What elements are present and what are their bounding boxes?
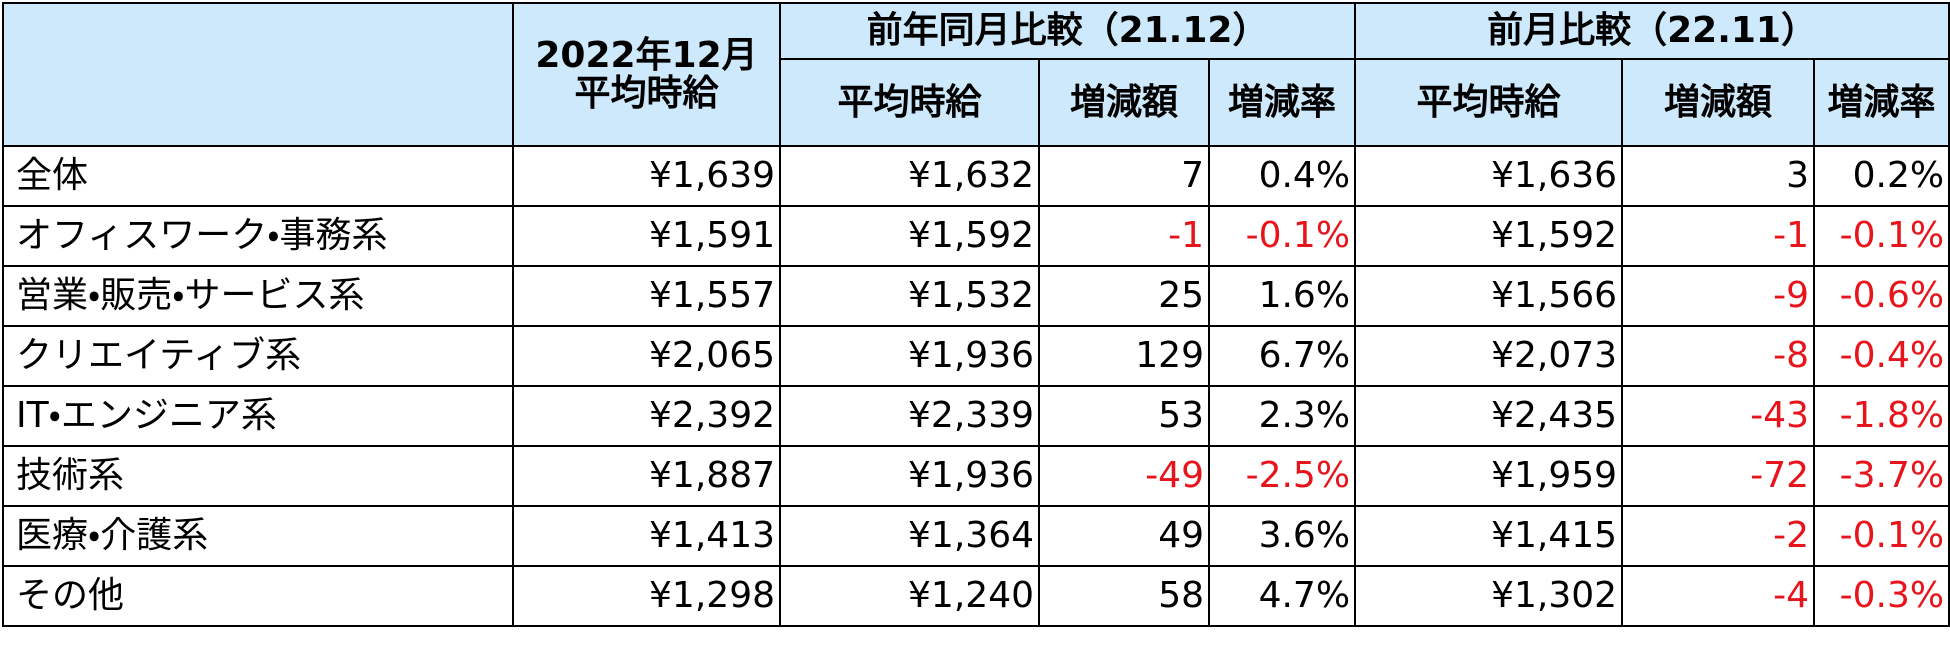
row-label: IT・エンジニア系 [2, 385, 514, 447]
table-header: 2022年12月 平均時給 前年同月比較（21.12） 前月比較（22.11） 平… [2, 2, 1950, 147]
header-cell: 2022年12月 平均時給 [512, 2, 781, 147]
value-cell: ¥1,592 [1354, 205, 1624, 267]
value-cell: 49 [1038, 505, 1210, 567]
row-label: 技術系 [2, 445, 514, 507]
value-cell: ¥2,073 [1354, 325, 1624, 387]
header-line: 平均時給 [574, 72, 719, 114]
value-cell: ¥1,936 [779, 325, 1040, 387]
value-cell: ¥1,364 [779, 505, 1040, 567]
row-label: 営業・販売・サービス系 [2, 265, 514, 327]
sub-header: 増減率 [1207, 58, 1357, 147]
group-header: 前年同月比較（21.12） [778, 2, 1357, 60]
value-cell: -3.7% [1813, 445, 1950, 507]
value-cell: 0.2% [1813, 145, 1950, 207]
sub-header: 増減額 [1038, 58, 1210, 147]
value-cell: ¥1,415 [1354, 505, 1624, 567]
value-cell: -9 [1621, 265, 1816, 327]
value-cell: 25 [1038, 265, 1210, 327]
value-cell: ¥2,065 [512, 325, 781, 387]
table-row: 全体 ¥1,639 ¥1,632 7 0.4% ¥1,636 3 0.2% [2, 145, 1950, 207]
value-cell: -0.1% [1813, 505, 1950, 567]
value-cell: ¥1,557 [512, 265, 781, 327]
table-row: 営業・販売・サービス系 ¥1,557 ¥1,532 25 1.6% ¥1,566 -9 -0.… [2, 265, 1950, 327]
value-cell: -0.3% [1813, 565, 1950, 627]
value-cell: 2.3% [1207, 385, 1357, 447]
value-cell: ¥1,592 [779, 205, 1040, 267]
value-cell: ¥1,566 [1354, 265, 1624, 327]
value-cell: -2 [1621, 505, 1816, 567]
value-cell: ¥1,302 [1354, 565, 1624, 627]
value-cell: 129 [1038, 325, 1210, 387]
value-cell: -1 [1038, 205, 1210, 267]
value-cell: -4 [1621, 565, 1816, 627]
sub-header: 増減率 [1813, 58, 1950, 147]
value-cell: ¥1,887 [512, 445, 781, 507]
value-cell: -2.5% [1207, 445, 1357, 507]
row-label: 全体 [2, 145, 514, 207]
header-row: 平均時給 増減額 増減率 平均時給 増減額 増減率 [3, 58, 1950, 147]
table-row: クリエイティブ系 ¥2,065 ¥1,936 129 6.7% ¥2,073 -8 -0.4% [2, 325, 1950, 387]
table-body: 全体 ¥1,639 ¥1,632 7 0.4% ¥1,636 3 0.2% オフィスワーク・事務… [2, 145, 1950, 627]
value-cell: ¥1,532 [779, 265, 1040, 327]
value-cell: ¥1,639 [512, 145, 781, 207]
value-cell: -43 [1621, 385, 1816, 447]
corner-cell [2, 2, 514, 147]
value-cell: -1 [1621, 205, 1816, 267]
value-cell: -1.8% [1813, 385, 1950, 447]
row-label: オフィスワーク・事務系 [2, 205, 514, 267]
group-header: 前月比較（22.11） [1354, 2, 1950, 60]
row-label: その他 [2, 565, 514, 627]
table-row: 医療・介護系 ¥1,413 ¥1,364 49 3.6% ¥1,415 -2 -0.1% [2, 505, 1950, 567]
value-cell: ¥2,339 [779, 385, 1040, 447]
value-cell: 53 [1038, 385, 1210, 447]
value-cell: 0.4% [1207, 145, 1357, 207]
value-cell: ¥1,936 [779, 445, 1040, 507]
value-cell: ¥1,636 [1354, 145, 1624, 207]
row-label: 医療・介護系 [2, 505, 514, 567]
value-cell: ¥1,240 [779, 565, 1040, 627]
value-cell: ¥1,959 [1354, 445, 1624, 507]
value-cell: -0.4% [1813, 325, 1950, 387]
value-cell: -8 [1621, 325, 1816, 387]
wage-table: 2022年12月 平均時給 前年同月比較（21.12） 前月比較（22.11） 平… [2, 2, 1950, 627]
value-cell: ¥1,298 [512, 565, 781, 627]
table-row: 技術系 ¥1,887 ¥1,936 -49 -2.5% ¥1,959 -72 -3.7% [2, 445, 1950, 507]
header-line: 2022年12月 [535, 34, 758, 76]
value-cell: -0.1% [1207, 205, 1357, 267]
value-cell: ¥2,435 [1354, 385, 1624, 447]
value-cell: -0.6% [1813, 265, 1950, 327]
value-cell: 6.7% [1207, 325, 1357, 387]
value-cell: ¥2,392 [512, 385, 781, 447]
sub-header: 増減額 [1621, 58, 1816, 147]
value-cell: ¥1,632 [779, 145, 1040, 207]
table-row: IT・エンジニア系 ¥2,392 ¥2,339 53 2.3% ¥2,435 -43 -1.8… [2, 385, 1950, 447]
table-row: その他 ¥1,298 ¥1,240 58 4.7% ¥1,302 -4 -0.3% [2, 565, 1950, 627]
value-cell: ¥1,591 [512, 205, 781, 267]
value-cell: 3.6% [1207, 505, 1357, 567]
value-cell: 58 [1038, 565, 1210, 627]
header-row: 2022年12月 平均時給 前年同月比較（21.12） 前月比較（22.11） [2, 2, 1950, 147]
value-cell: -49 [1038, 445, 1210, 507]
sub-header: 平均時給 [1354, 58, 1624, 147]
row-label: クリエイティブ系 [2, 325, 514, 387]
sub-header: 平均時給 [779, 58, 1040, 147]
table-row: オフィスワーク・事務系 ¥1,591 ¥1,592 -1 -0.1% ¥1,592 -1 -0… [2, 205, 1950, 267]
value-cell: 1.6% [1207, 265, 1357, 327]
value-cell: 3 [1621, 145, 1816, 207]
value-cell: 7 [1038, 145, 1210, 207]
value-cell: -0.1% [1813, 205, 1950, 267]
value-cell: -72 [1621, 445, 1816, 507]
value-cell: 4.7% [1207, 565, 1357, 627]
value-cell: ¥1,413 [512, 505, 781, 567]
